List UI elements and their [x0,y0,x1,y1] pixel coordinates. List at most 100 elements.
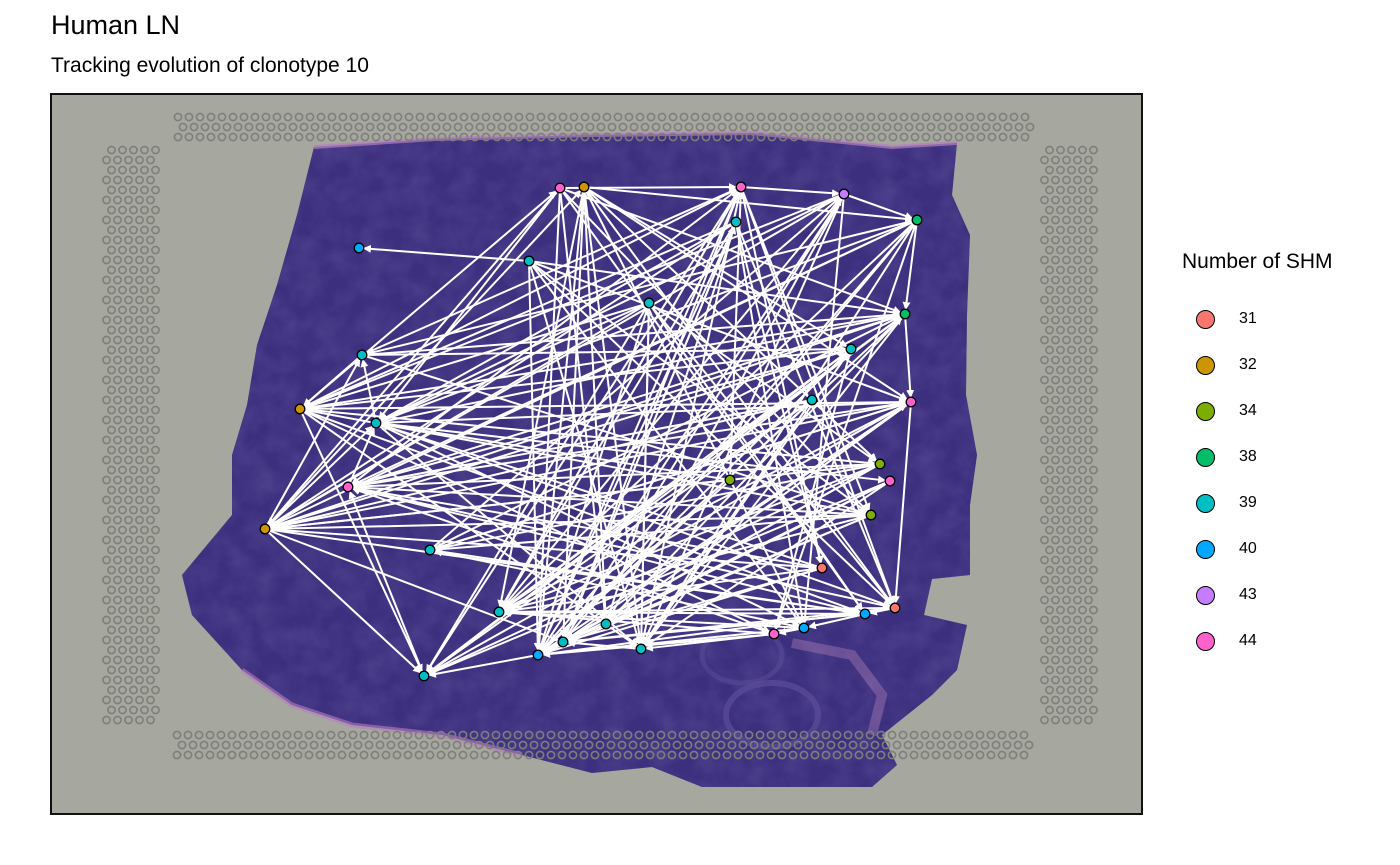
spot-point-p9 [899,308,911,320]
spot-point-p32 [424,544,436,556]
clonotype-edge-1 [362,244,530,262]
legend-item-31: 31 [1182,296,1333,342]
clonotype-edge-60 [583,186,908,401]
clonotype-edge-116 [540,348,852,653]
spot-point-p18 [874,458,886,470]
clonotype-edge-20 [348,490,425,677]
clonotype-edge-11 [904,313,915,399]
spot-point-p27 [557,636,569,648]
clonotype-edge-29 [264,528,819,572]
spot-point-p19 [884,475,896,487]
spot-point-p30 [600,618,612,630]
legend-key-icon [1196,309,1215,329]
clonotype-edge-167 [502,608,775,635]
legend-key-icon [1196,539,1215,559]
clonotype-edge-99 [379,221,737,422]
legend-label: 31 [1239,310,1257,327]
clonotype-edge-68 [267,187,561,526]
spot-point-p34 [724,474,736,486]
chart-title: Human LN [51,10,181,40]
clonotype-edge-153 [502,567,823,615]
clonotype-edge-83 [379,193,845,422]
legend-label: 39 [1239,494,1257,511]
clonotype-edge-129 [425,302,650,673]
spot-point-p1 [554,182,566,194]
clonotype-edge-180 [429,401,908,551]
clonotype-edge-186 [605,316,903,625]
clonotype-edge-166 [541,633,775,658]
clonotype-edge-164 [502,608,805,629]
spot-point-p25 [768,628,780,640]
clonotype-edge-102 [303,221,737,408]
clonotype-edge-90 [501,219,918,610]
clonotype-edge-81 [801,193,845,625]
clonotype-edge-26 [264,528,560,642]
clonotype-edge-141 [427,463,881,675]
spot-point-p16 [259,523,271,535]
legend-title: Number of SHM [1182,250,1333,273]
legend-item-40: 40 [1182,526,1333,572]
clonotype-edge-74 [303,186,742,408]
clonotype-edge-146 [427,480,891,676]
clonotype-edge-174 [427,399,813,674]
clonotype-edge-190 [423,190,740,677]
clonotype-edge-176 [268,479,731,532]
legend-item-34: 34 [1182,388,1333,434]
clonotype-edge-53 [535,186,585,652]
clonotype-edge-98 [735,221,895,605]
clonotype-edge-23 [303,354,363,407]
spot-point-p7 [523,255,535,267]
clonotype-edge-24 [264,425,374,530]
spot-point-p11 [294,403,306,415]
legend-label: 32 [1239,356,1257,373]
spot-point-p4 [838,188,850,200]
legend-label: 40 [1239,540,1257,557]
clonotype-edge-150 [433,514,872,554]
legend-item-44: 44 [1182,618,1333,664]
spot-point-p31 [493,606,505,618]
clonotype-edge-88 [642,219,918,646]
legend-label: 38 [1239,448,1257,465]
clonotype-edge-65 [559,187,869,513]
clonotype-edge-173 [351,399,813,489]
clonotype-edge-36 [299,398,908,410]
clonotype-edge-3 [299,408,423,673]
clonotype-edge-75 [351,186,742,485]
spot-point-p21 [816,562,828,574]
clonotype-edge-101 [500,221,737,609]
clonotype-edge-85 [303,193,845,409]
spot-point-p29 [418,670,430,682]
legend-key-icon [1196,401,1215,421]
plot-panel [50,93,1143,815]
spot-point-p6 [353,242,365,254]
legend-key-icon [1196,631,1215,651]
clonotype-edge-134 [528,260,893,606]
clonotype-edge-171 [502,399,813,611]
fiducial-frame [102,112,1098,760]
clonotype-edge-94 [365,219,918,357]
clonotype-edge-19 [427,654,539,678]
legend-item-43: 43 [1182,572,1333,618]
spot-point-p24 [798,622,810,634]
spot-point-p10 [356,349,368,361]
clonotype-edge-124 [648,302,863,611]
legend-items: 31 32 34 38 39 40 43 44 [1182,296,1333,664]
spot-point-p17 [342,481,354,493]
legend: Number of SHM 31 32 34 38 39 40 43 44 [1182,248,1333,664]
clonotype-edge-177 [379,420,731,481]
clonotype-edge-113 [351,401,912,490]
clonotype-edge-140 [502,463,881,612]
clonotype-edge-100 [268,221,737,528]
clonotype-edge-142 [433,463,881,552]
legend-key-icon [1196,355,1215,375]
spot-point-p28 [532,649,544,661]
spot-point-p8 [730,216,742,228]
legend-label: 43 [1239,586,1257,603]
clonotype-edge-8 [740,186,841,198]
clonotype-edge-126 [268,302,650,528]
clonotype-edge-161 [502,608,866,617]
spot-point-p3 [735,181,747,193]
spot-point-p33 [806,394,818,406]
clonotype-edge-46 [347,486,862,616]
clonotype-edge-183 [498,403,908,613]
